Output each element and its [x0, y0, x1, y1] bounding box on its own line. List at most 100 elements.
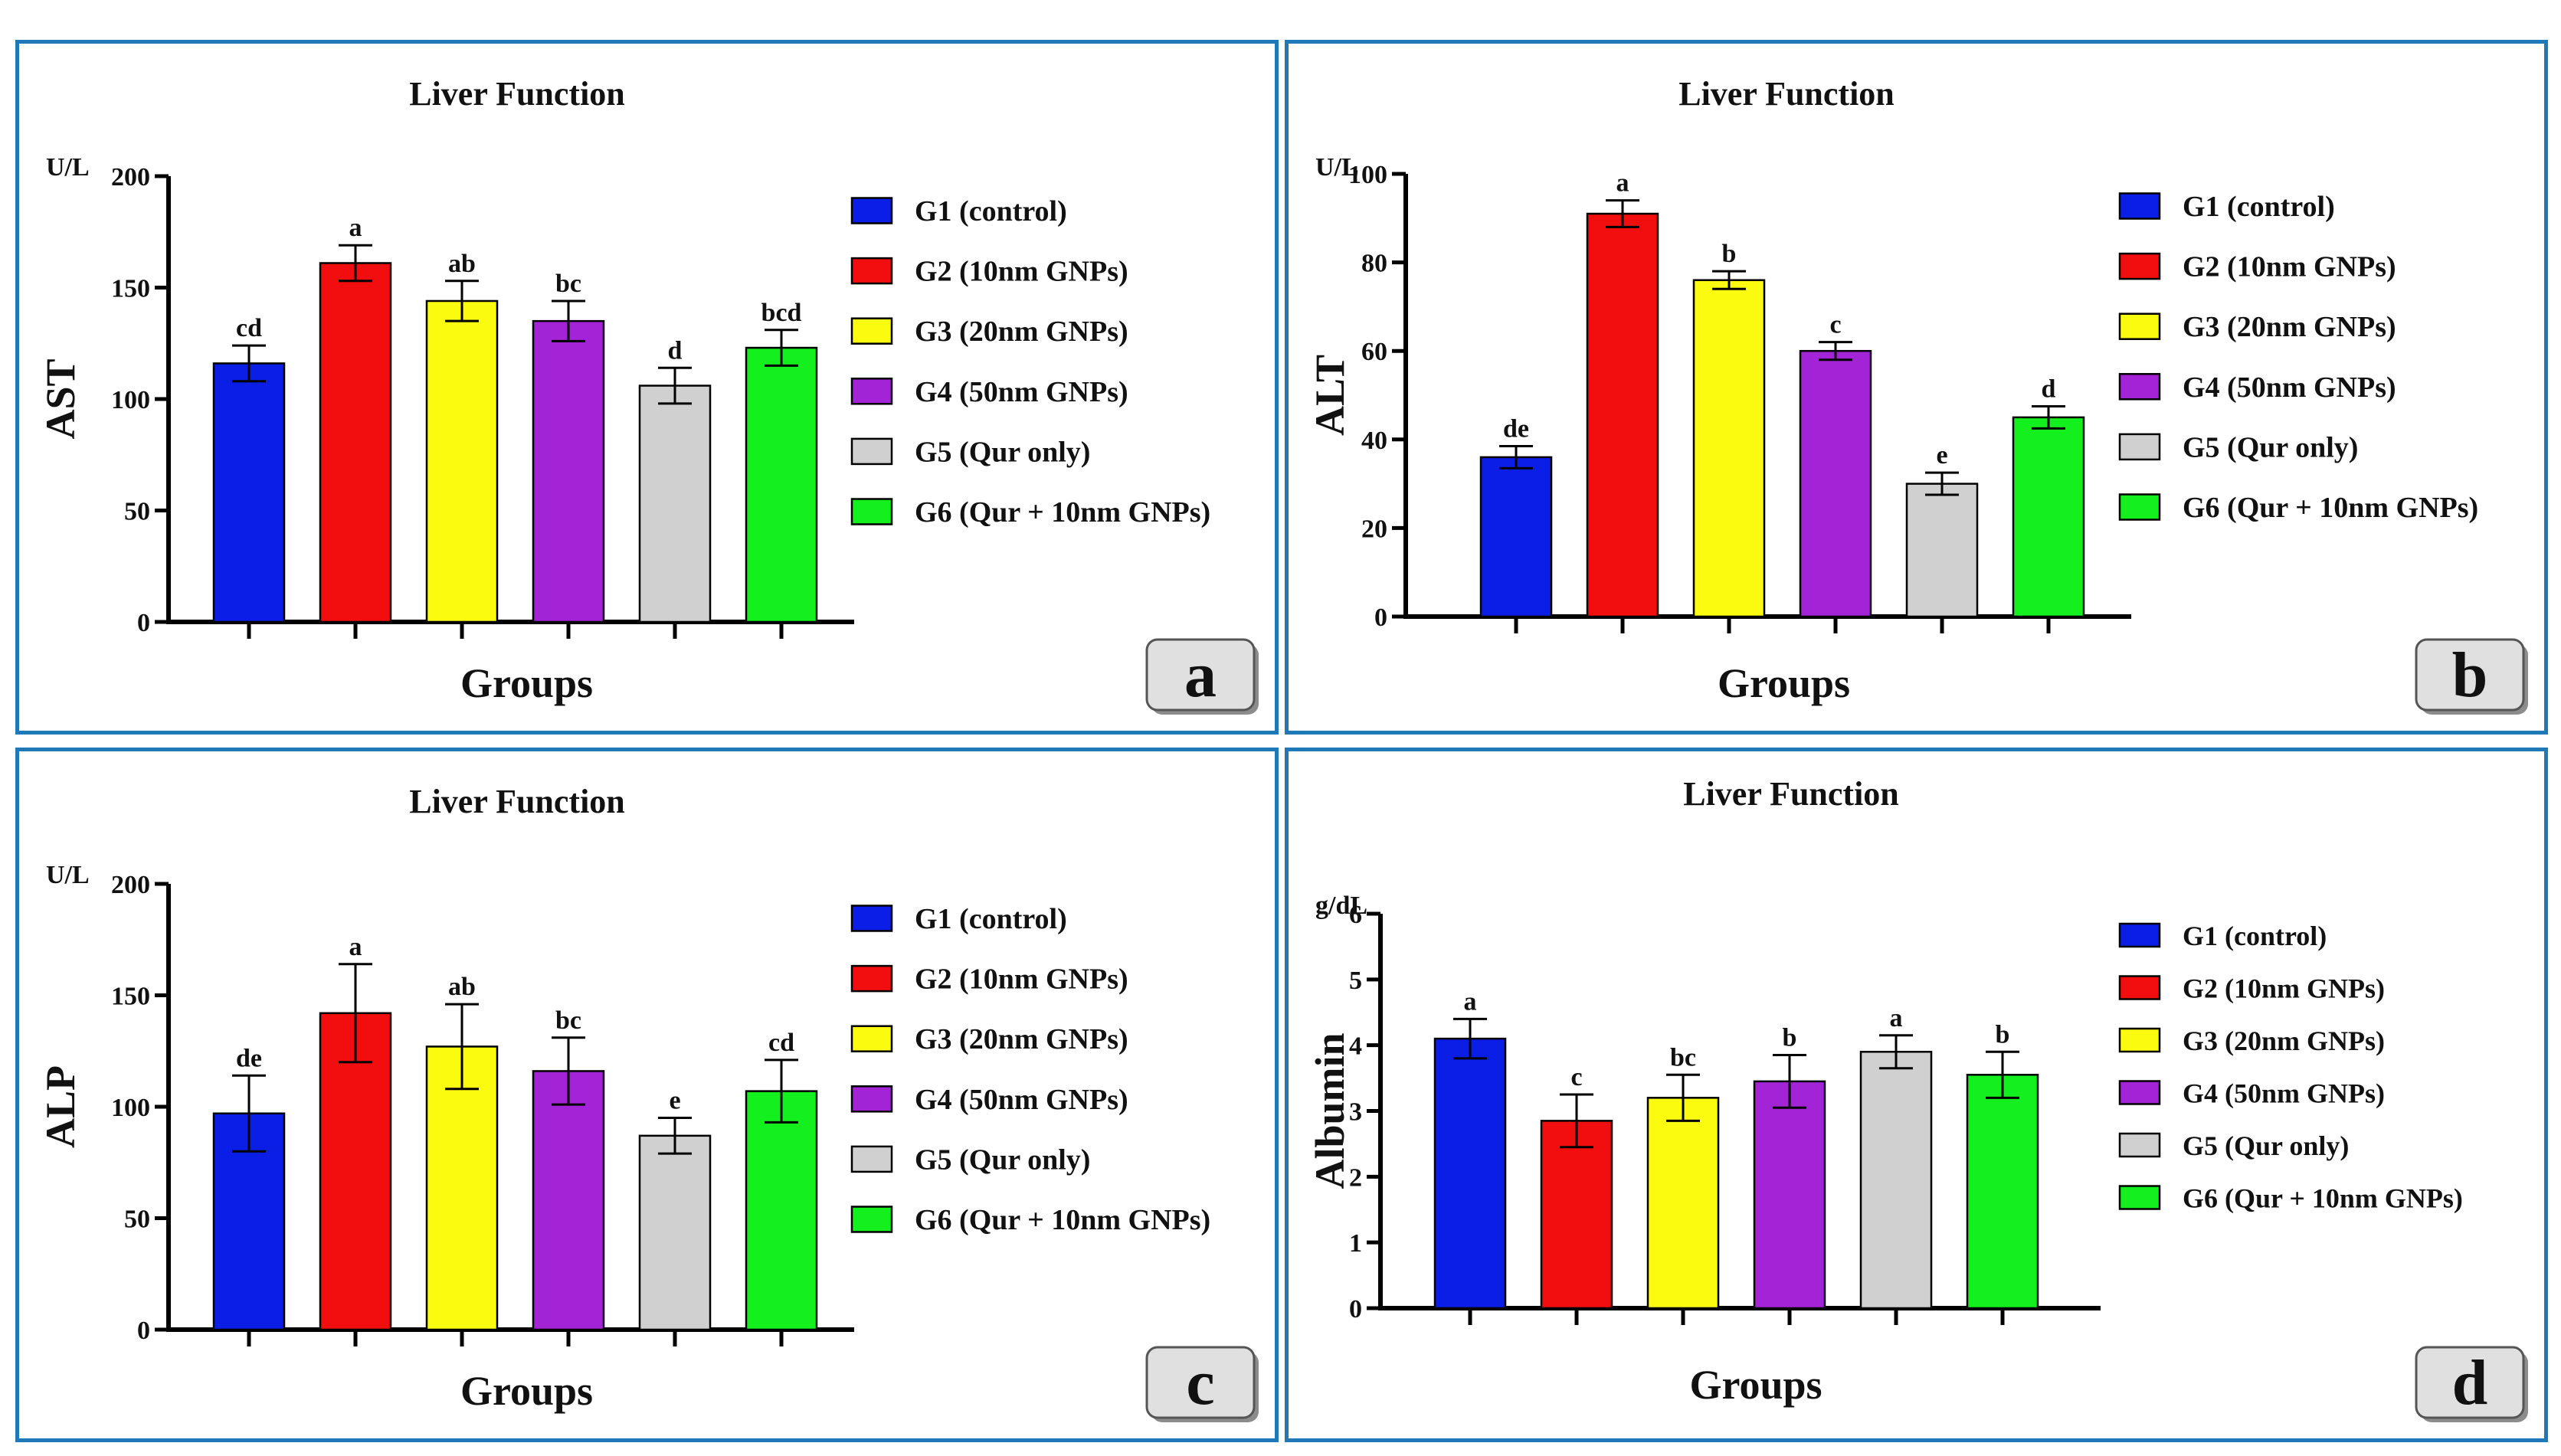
y-tick-label: 0 — [137, 609, 150, 637]
y-unit-label: U/L — [1315, 153, 1359, 182]
legend-swatch-1 — [2118, 192, 2161, 220]
panel-label: d — [2452, 1347, 2488, 1418]
x-axis-title: Groups — [460, 660, 593, 706]
legend-label-1: G1 (control) — [2183, 921, 2327, 951]
legend-swatch-4 — [2118, 1080, 2161, 1105]
bar-4 — [1799, 349, 1872, 618]
legend-swatch-1 — [2118, 922, 2161, 948]
y-tick-label: 100 — [111, 1094, 150, 1122]
legend-label-5: G5 (Qur only) — [2183, 1130, 2349, 1161]
legend-swatch-6 — [850, 1206, 893, 1233]
y-tick-label: 6 — [1349, 901, 1362, 929]
significance-label: a — [349, 933, 362, 961]
y-tick-label: 150 — [111, 983, 150, 1011]
y-unit-label: U/L — [46, 861, 90, 889]
bar-5 — [638, 1134, 712, 1331]
legend-swatch-6 — [2118, 1185, 2161, 1210]
x-axis-title: Groups — [1718, 660, 1850, 706]
chart-b: Liver Function U/L ALT 0 20 40 60 80 100 de a b c e d G… — [1307, 75, 2528, 715]
bar-4 — [532, 1070, 605, 1331]
legend-swatch-6 — [850, 498, 893, 525]
legend-swatch-1 — [850, 905, 893, 932]
bar-4 — [1753, 1080, 1826, 1310]
significance-label: c — [1570, 1063, 1582, 1091]
chart-a: Liver FunctionU/LAST050100150200cdaabbcd… — [38, 75, 1259, 715]
legend-swatch-5 — [2118, 433, 2161, 461]
legend-label-2: G2 (10nm GNPs) — [2183, 973, 2385, 1004]
legend-swatch-2 — [2118, 975, 2161, 1000]
bar-5 — [1905, 483, 1979, 618]
y-tick-label: 20 — [1361, 515, 1387, 543]
legend-swatch-2 — [2118, 252, 2161, 280]
significance-label: ab — [448, 250, 476, 278]
significance-label: a — [1464, 987, 1477, 1016]
legend-label-4: G4 (50nm GNPs) — [2183, 1078, 2385, 1109]
significance-label: de — [1503, 414, 1529, 443]
legend-label-4: G4 (50nm GNPs) — [915, 1084, 1128, 1116]
panel-label: a — [1184, 640, 1217, 711]
legend-swatch-3 — [850, 1025, 893, 1052]
legend-swatch-1 — [850, 197, 893, 224]
legend-label-1: G1 (control) — [2183, 191, 2335, 223]
significance-label: d — [2042, 375, 2056, 403]
x-axis-title: Groups — [1689, 1362, 1822, 1408]
bar-3 — [425, 299, 499, 623]
y-tick-label: 4 — [1349, 1032, 1362, 1061]
panel-label-box — [1145, 1346, 1256, 1419]
y-tick-label: 200 — [111, 163, 150, 191]
significance-label: bc — [555, 270, 581, 298]
bar-6 — [745, 346, 818, 623]
bar-5 — [638, 384, 712, 623]
y-tick-label: 40 — [1361, 427, 1387, 455]
legend-label-6: G6 (Qur + 10nm GNPs) — [915, 496, 1210, 528]
y-tick-label: 2 — [1349, 1163, 1362, 1192]
significance-label: d — [668, 336, 683, 365]
bar-6 — [1966, 1074, 2039, 1310]
y-tick-label: 100 — [111, 386, 150, 414]
chart-c: Liver Function U/L ALP 0 50 100 150 200 de a ab bc e… — [38, 783, 1259, 1422]
bar-6 — [745, 1090, 818, 1331]
chart-title: Liver Function — [409, 783, 625, 820]
bar-1 — [212, 362, 286, 623]
legend-swatch-2 — [850, 964, 893, 993]
panel-c: Liver Function U/L ALP 0 50 100 150 200 de a ab bc e… — [15, 748, 1279, 1442]
y-axis-title: ALT — [1307, 355, 1353, 436]
y-tick-label: 3 — [1349, 1098, 1362, 1127]
bar-1 — [1433, 1037, 1507, 1310]
legend-label-5: G5 (Qur only) — [915, 1144, 1090, 1176]
bar-3 — [1692, 279, 1766, 618]
y-tick-label: 150 — [111, 275, 150, 303]
legend-swatch-2 — [850, 257, 893, 285]
chart-title: Liver Function — [1678, 75, 1895, 113]
chart-d: Liver Function g/dL Albumin 0 1 2 3 4 5 6 a c bc b a b G… — [1307, 775, 2528, 1422]
legend-swatch-4 — [850, 378, 893, 405]
bar-2 — [319, 262, 392, 623]
bar-1 — [1479, 456, 1553, 618]
significance-label: bcd — [761, 299, 802, 327]
legend-label-6: G6 (Qur + 10nm GNPs) — [2183, 492, 2478, 524]
panel-label-box — [2415, 1346, 2525, 1419]
y-tick-label: 1 — [1349, 1229, 1362, 1258]
y-axis-title: ALP — [38, 1065, 84, 1148]
significance-label: a — [1890, 1004, 1903, 1032]
legend-swatch-5 — [850, 1145, 893, 1173]
legend-swatch-5 — [2118, 1132, 2161, 1158]
legend-label-3: G3 (20nm GNPs) — [915, 1023, 1128, 1055]
legend-label-2: G2 (10nm GNPs) — [915, 964, 1128, 996]
legend-swatch-3 — [2118, 1027, 2161, 1053]
legend-label-1: G1 (control) — [915, 195, 1067, 227]
legend-label-5: G5 (Qur only) — [2183, 431, 2358, 463]
legend-label-4: G4 (50nm GNPs) — [915, 376, 1128, 408]
x-axis-title: Groups — [460, 1368, 593, 1414]
significance-label: ab — [448, 973, 476, 1001]
y-tick-label: 0 — [1374, 604, 1387, 632]
legend-label-3: G3 (20nm GNPs) — [2183, 311, 2396, 343]
legend-swatch-6 — [2118, 493, 2161, 521]
y-axis-title: AST — [38, 358, 84, 439]
legend-swatch-4 — [2118, 373, 2161, 401]
y-tick-label: 5 — [1349, 967, 1362, 995]
significance-label: b — [1996, 1020, 2010, 1049]
y-axis-title: Albumin — [1307, 1032, 1353, 1189]
y-tick-label: 50 — [124, 1206, 150, 1234]
legend-label-3: G3 (20nm GNPs) — [915, 316, 1128, 348]
